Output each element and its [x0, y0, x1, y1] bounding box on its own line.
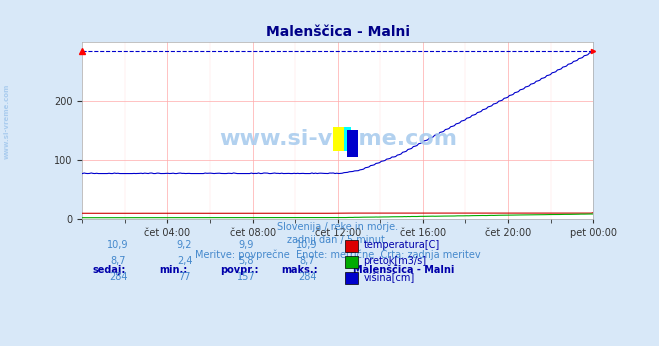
Text: www.si-vreme.com: www.si-vreme.com — [219, 129, 457, 149]
Text: 10,9: 10,9 — [107, 240, 129, 251]
Text: zadnji dan / 5 minut.: zadnji dan / 5 minut. — [287, 235, 388, 245]
Text: 284: 284 — [109, 272, 127, 282]
Bar — [345, 272, 358, 284]
Text: 9,9: 9,9 — [238, 240, 254, 251]
Text: www.si-vreme.com: www.si-vreme.com — [3, 83, 10, 159]
Text: pretok[m3/s]: pretok[m3/s] — [363, 256, 426, 266]
Text: min.:: min.: — [159, 265, 187, 275]
Text: 8,7: 8,7 — [299, 256, 315, 266]
Text: Slovenija / reke in morje.: Slovenija / reke in morje. — [277, 222, 398, 232]
Text: 9,2: 9,2 — [177, 240, 192, 251]
Bar — [345, 256, 358, 268]
Bar — [345, 240, 358, 252]
Title: Malenščica - Malni: Malenščica - Malni — [266, 25, 410, 39]
Text: maks.:: maks.: — [281, 265, 318, 275]
Text: temperatura[C]: temperatura[C] — [363, 240, 440, 251]
Text: sedaj:: sedaj: — [92, 265, 126, 275]
Text: 10,9: 10,9 — [297, 240, 318, 251]
Text: 157: 157 — [237, 272, 255, 282]
Text: povpr.:: povpr.: — [220, 265, 259, 275]
Text: 5,8: 5,8 — [238, 256, 254, 266]
Text: Meritve: povprečne  Enote: metrične  Črta: zadnja meritev: Meritve: povprečne Enote: metrične Črta:… — [195, 248, 480, 261]
FancyBboxPatch shape — [344, 127, 351, 151]
Text: 8,7: 8,7 — [110, 256, 126, 266]
Text: 77: 77 — [179, 272, 190, 282]
FancyBboxPatch shape — [347, 130, 358, 157]
Text: 284: 284 — [298, 272, 316, 282]
FancyBboxPatch shape — [333, 127, 344, 151]
Text: višina[cm]: višina[cm] — [363, 272, 415, 283]
Text: 2,4: 2,4 — [177, 256, 192, 266]
Text: Malenščica - Malni: Malenščica - Malni — [353, 265, 455, 275]
